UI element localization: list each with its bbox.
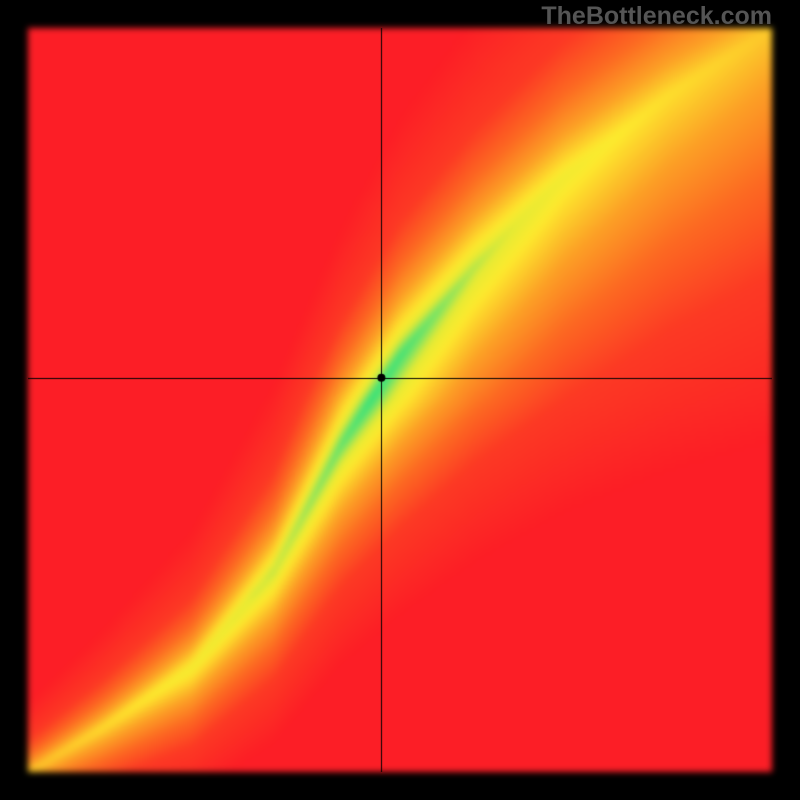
bottleneck-heatmap <box>28 28 772 772</box>
crosshair-marker <box>28 28 772 772</box>
watermark-text: TheBottleneck.com <box>541 2 772 31</box>
